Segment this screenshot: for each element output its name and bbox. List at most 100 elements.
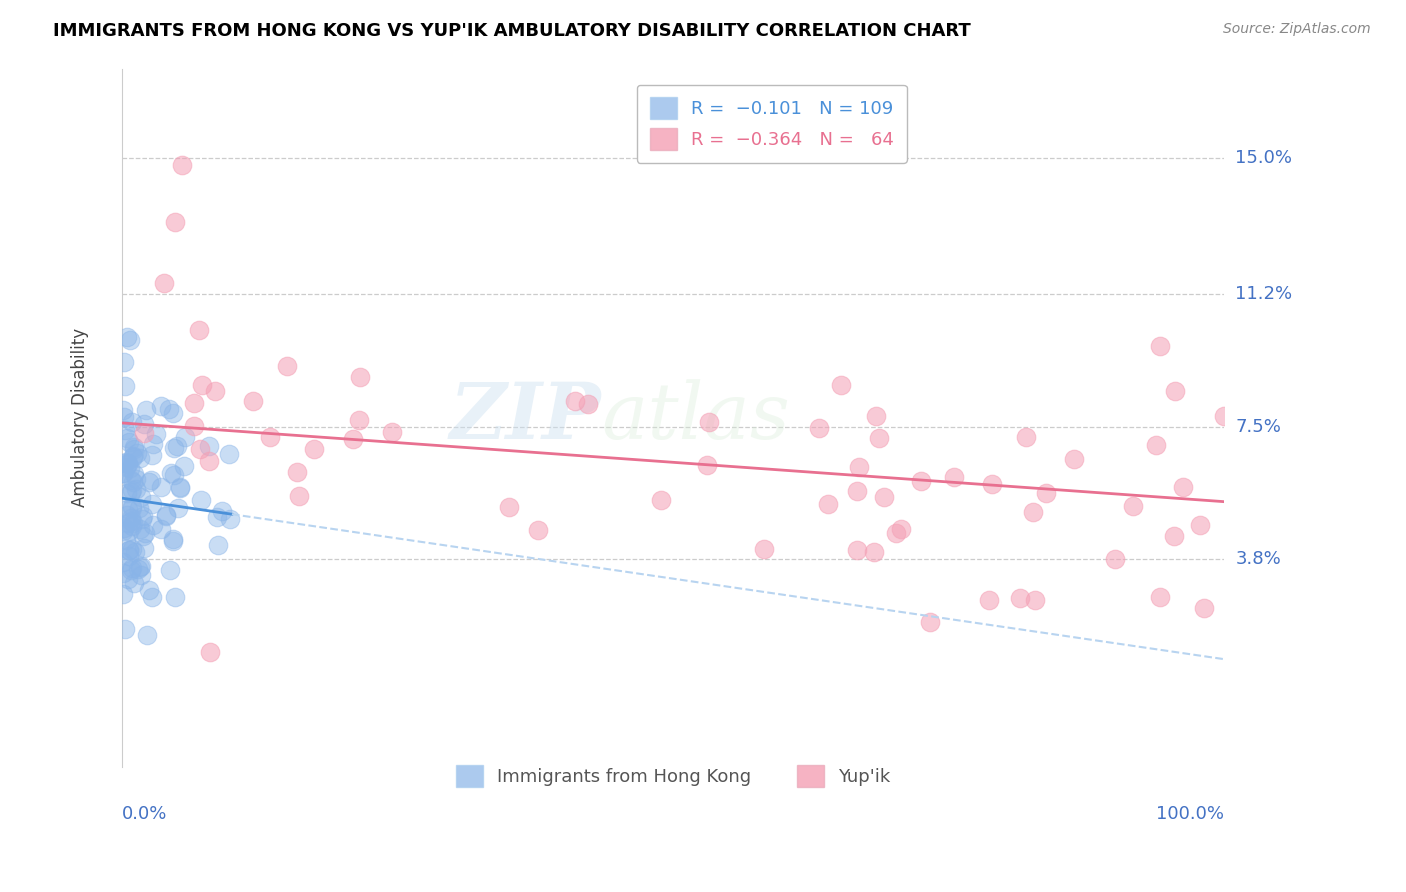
Point <box>890 522 912 536</box>
Point <box>167 500 190 515</box>
Point <box>118 549 141 564</box>
Point <box>1149 590 1171 604</box>
Point <box>111 403 134 417</box>
Point <box>131 490 153 504</box>
Point <box>276 359 298 373</box>
Point <box>218 447 240 461</box>
Point <box>884 525 907 540</box>
Point <box>115 330 138 344</box>
Point <box>118 543 141 558</box>
Point <box>149 399 172 413</box>
Point <box>132 426 155 441</box>
Text: atlas: atlas <box>602 379 790 456</box>
Point <box>1122 499 1144 513</box>
Point <box>124 467 146 482</box>
Point <box>117 501 139 516</box>
Point <box>1163 529 1185 543</box>
Point <box>160 467 183 481</box>
Point <box>145 426 167 441</box>
Point <box>191 377 214 392</box>
Point <box>121 542 143 557</box>
Point <box>285 465 308 479</box>
Point <box>211 504 233 518</box>
Point <box>114 423 136 437</box>
Point <box>150 480 173 494</box>
Point <box>141 591 163 605</box>
Point <box>1164 384 1187 398</box>
Text: 3.8%: 3.8% <box>1236 550 1281 568</box>
Point <box>125 482 148 496</box>
Point <box>981 477 1004 491</box>
Point <box>111 524 134 538</box>
Point <box>1213 409 1236 424</box>
Point <box>129 567 152 582</box>
Point <box>121 560 143 574</box>
Point <box>197 454 219 468</box>
Point <box>121 475 143 490</box>
Point <box>117 457 139 471</box>
Point <box>862 545 884 559</box>
Point <box>288 489 311 503</box>
Point <box>1035 486 1057 500</box>
Legend: Immigrants from Hong Kong, Yup'ik: Immigrants from Hong Kong, Yup'ik <box>447 756 900 796</box>
Point <box>142 518 165 533</box>
Point <box>845 483 868 498</box>
Point <box>135 628 157 642</box>
Point <box>163 467 186 482</box>
Point <box>121 519 143 533</box>
Point <box>527 523 550 537</box>
Point <box>135 403 157 417</box>
Point <box>111 466 134 480</box>
Text: IMMIGRANTS FROM HONG KONG VS YUP'IK AMBULATORY DISABILITY CORRELATION CHART: IMMIGRANTS FROM HONG KONG VS YUP'IK AMBU… <box>53 22 972 40</box>
Point <box>121 483 143 498</box>
Point <box>112 587 135 601</box>
Point <box>115 460 138 475</box>
Point <box>162 533 184 548</box>
Point <box>1189 517 1212 532</box>
Point <box>498 500 520 515</box>
Point <box>187 323 209 337</box>
Point <box>120 333 142 347</box>
Point <box>118 524 141 538</box>
Point <box>114 622 136 636</box>
Point <box>125 472 148 486</box>
Text: Source: ZipAtlas.com: Source: ZipAtlas.com <box>1223 22 1371 37</box>
Point <box>830 377 852 392</box>
Point <box>865 409 887 423</box>
Point <box>138 475 160 490</box>
Point <box>183 396 205 410</box>
Point <box>1194 601 1216 615</box>
Point <box>112 456 135 470</box>
Point <box>118 435 141 450</box>
Point <box>132 417 155 431</box>
Point <box>848 460 870 475</box>
Point <box>121 499 143 513</box>
Point <box>845 543 868 558</box>
Point <box>129 559 152 574</box>
Point <box>242 393 264 408</box>
Point <box>1015 430 1038 444</box>
Point <box>942 470 965 484</box>
Point <box>115 508 138 523</box>
Point <box>115 431 138 445</box>
Point <box>141 448 163 462</box>
Point <box>1022 505 1045 519</box>
Point <box>207 538 229 552</box>
Point <box>163 590 186 604</box>
Point <box>155 509 177 524</box>
Point <box>342 432 364 446</box>
Point <box>111 466 134 480</box>
Point <box>173 458 195 473</box>
Text: 11.2%: 11.2% <box>1236 285 1292 303</box>
Point <box>166 439 188 453</box>
Point <box>204 384 226 398</box>
Point <box>141 497 163 511</box>
Text: ZIP: ZIP <box>450 379 602 456</box>
Point <box>124 545 146 559</box>
Point <box>114 533 136 547</box>
Point <box>173 429 195 443</box>
Point <box>150 522 173 536</box>
Point <box>183 419 205 434</box>
Point <box>696 458 718 473</box>
Text: 0.0%: 0.0% <box>122 805 167 823</box>
